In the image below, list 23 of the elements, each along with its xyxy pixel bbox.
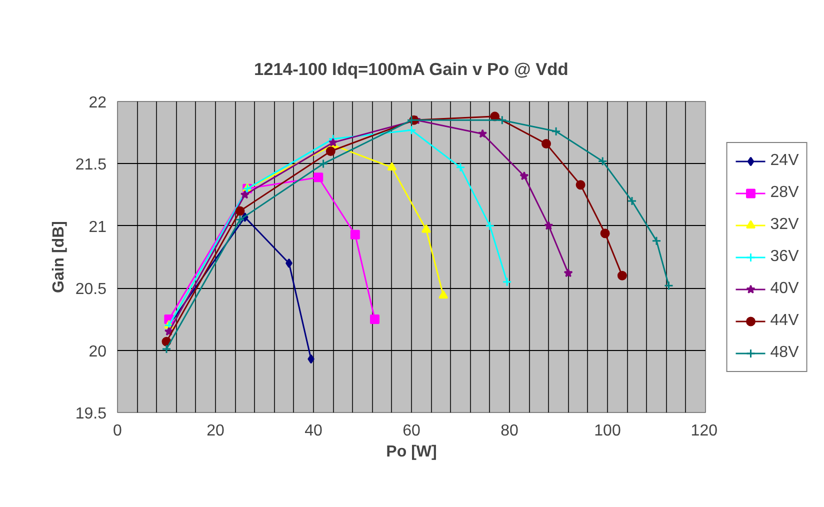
y-tick-label: 22 [88,94,107,112]
legend-label: 44V [770,312,799,330]
legend-label: 32V [770,216,799,234]
legend-label: 48V [770,344,799,362]
y-axis-title: Gain [dB] [50,220,68,293]
x-tick-label: 100 [594,422,621,440]
y-tick-label: 20 [88,343,107,360]
y-tick-label: 19.5 [75,406,107,422]
x-axis-title: Po [W] [386,444,437,460]
x-tick-label: 0 [113,422,122,440]
x-tick-label: 80 [500,422,518,440]
x-tick-label: 60 [402,422,420,440]
legend-label: 24V [770,152,799,170]
legend-label: 28V [770,184,799,202]
x-tick-label: 120 [690,422,718,440]
y-tick-label: 21.5 [75,156,107,174]
chart-title: 1214-100 Idq=100mA Gain v Po @ Vdd [254,59,568,79]
legend-label: 40V [770,280,799,298]
y-tick-label: 21 [88,218,107,236]
x-tick-label: 20 [206,422,224,440]
legend-label: 36V [770,248,799,266]
y-tick-label: 20.5 [75,281,107,298]
x-tick-label: 40 [304,422,322,440]
